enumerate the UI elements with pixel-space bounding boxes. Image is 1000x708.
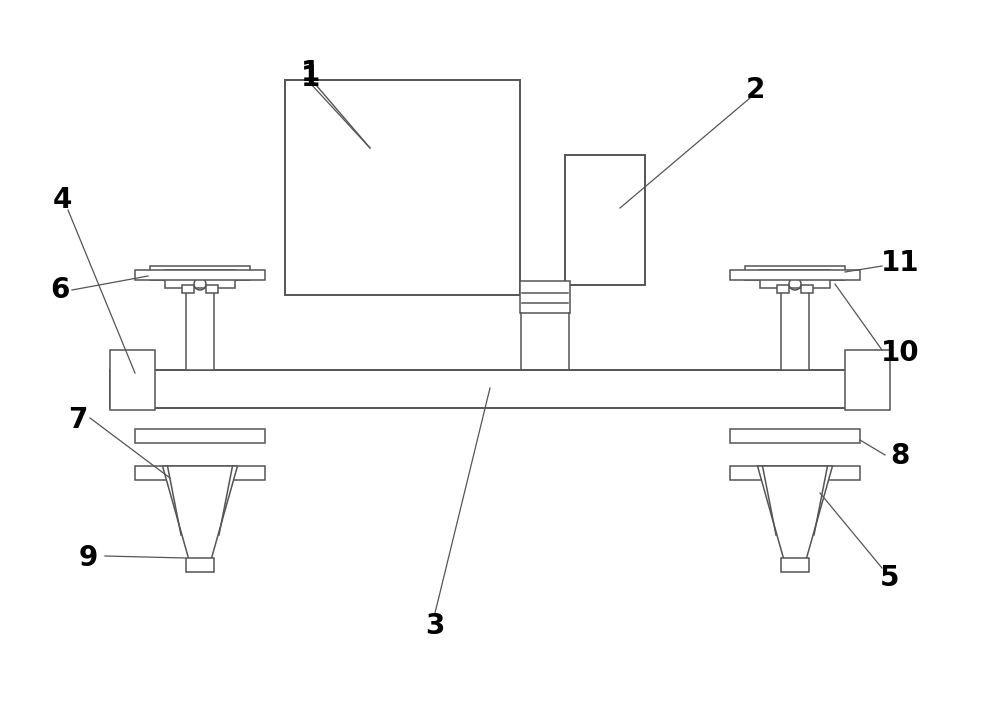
Bar — [182, 285, 194, 293]
Bar — [745, 266, 845, 280]
Text: 11: 11 — [881, 249, 919, 277]
Text: 6: 6 — [50, 276, 70, 304]
Text: 3: 3 — [425, 612, 445, 640]
Bar — [565, 155, 645, 285]
Text: 5: 5 — [880, 564, 900, 592]
Bar — [730, 466, 860, 480]
Bar — [777, 285, 789, 293]
Bar — [781, 280, 809, 370]
Bar — [135, 429, 265, 443]
Bar — [760, 270, 830, 288]
Polygon shape — [162, 466, 238, 560]
Text: 1: 1 — [300, 64, 320, 92]
Bar — [186, 280, 214, 370]
Bar — [135, 270, 265, 280]
Bar — [801, 285, 813, 293]
Text: 4: 4 — [52, 186, 72, 214]
Bar — [730, 270, 860, 280]
Bar — [781, 558, 809, 572]
Bar — [206, 285, 218, 293]
Bar — [110, 370, 885, 408]
Bar — [845, 350, 890, 410]
Polygon shape — [758, 466, 832, 560]
Text: 1: 1 — [300, 59, 320, 87]
Text: 9: 9 — [78, 544, 98, 572]
Bar — [285, 80, 520, 295]
Bar — [730, 429, 860, 443]
Bar — [165, 270, 235, 288]
Text: 10: 10 — [881, 339, 919, 367]
Text: 2: 2 — [745, 76, 765, 104]
Bar — [520, 281, 570, 313]
Bar — [186, 558, 214, 572]
Text: 7: 7 — [68, 406, 88, 434]
Text: 8: 8 — [890, 442, 910, 470]
Bar — [135, 466, 265, 480]
Bar — [110, 350, 155, 410]
Bar — [150, 266, 250, 280]
